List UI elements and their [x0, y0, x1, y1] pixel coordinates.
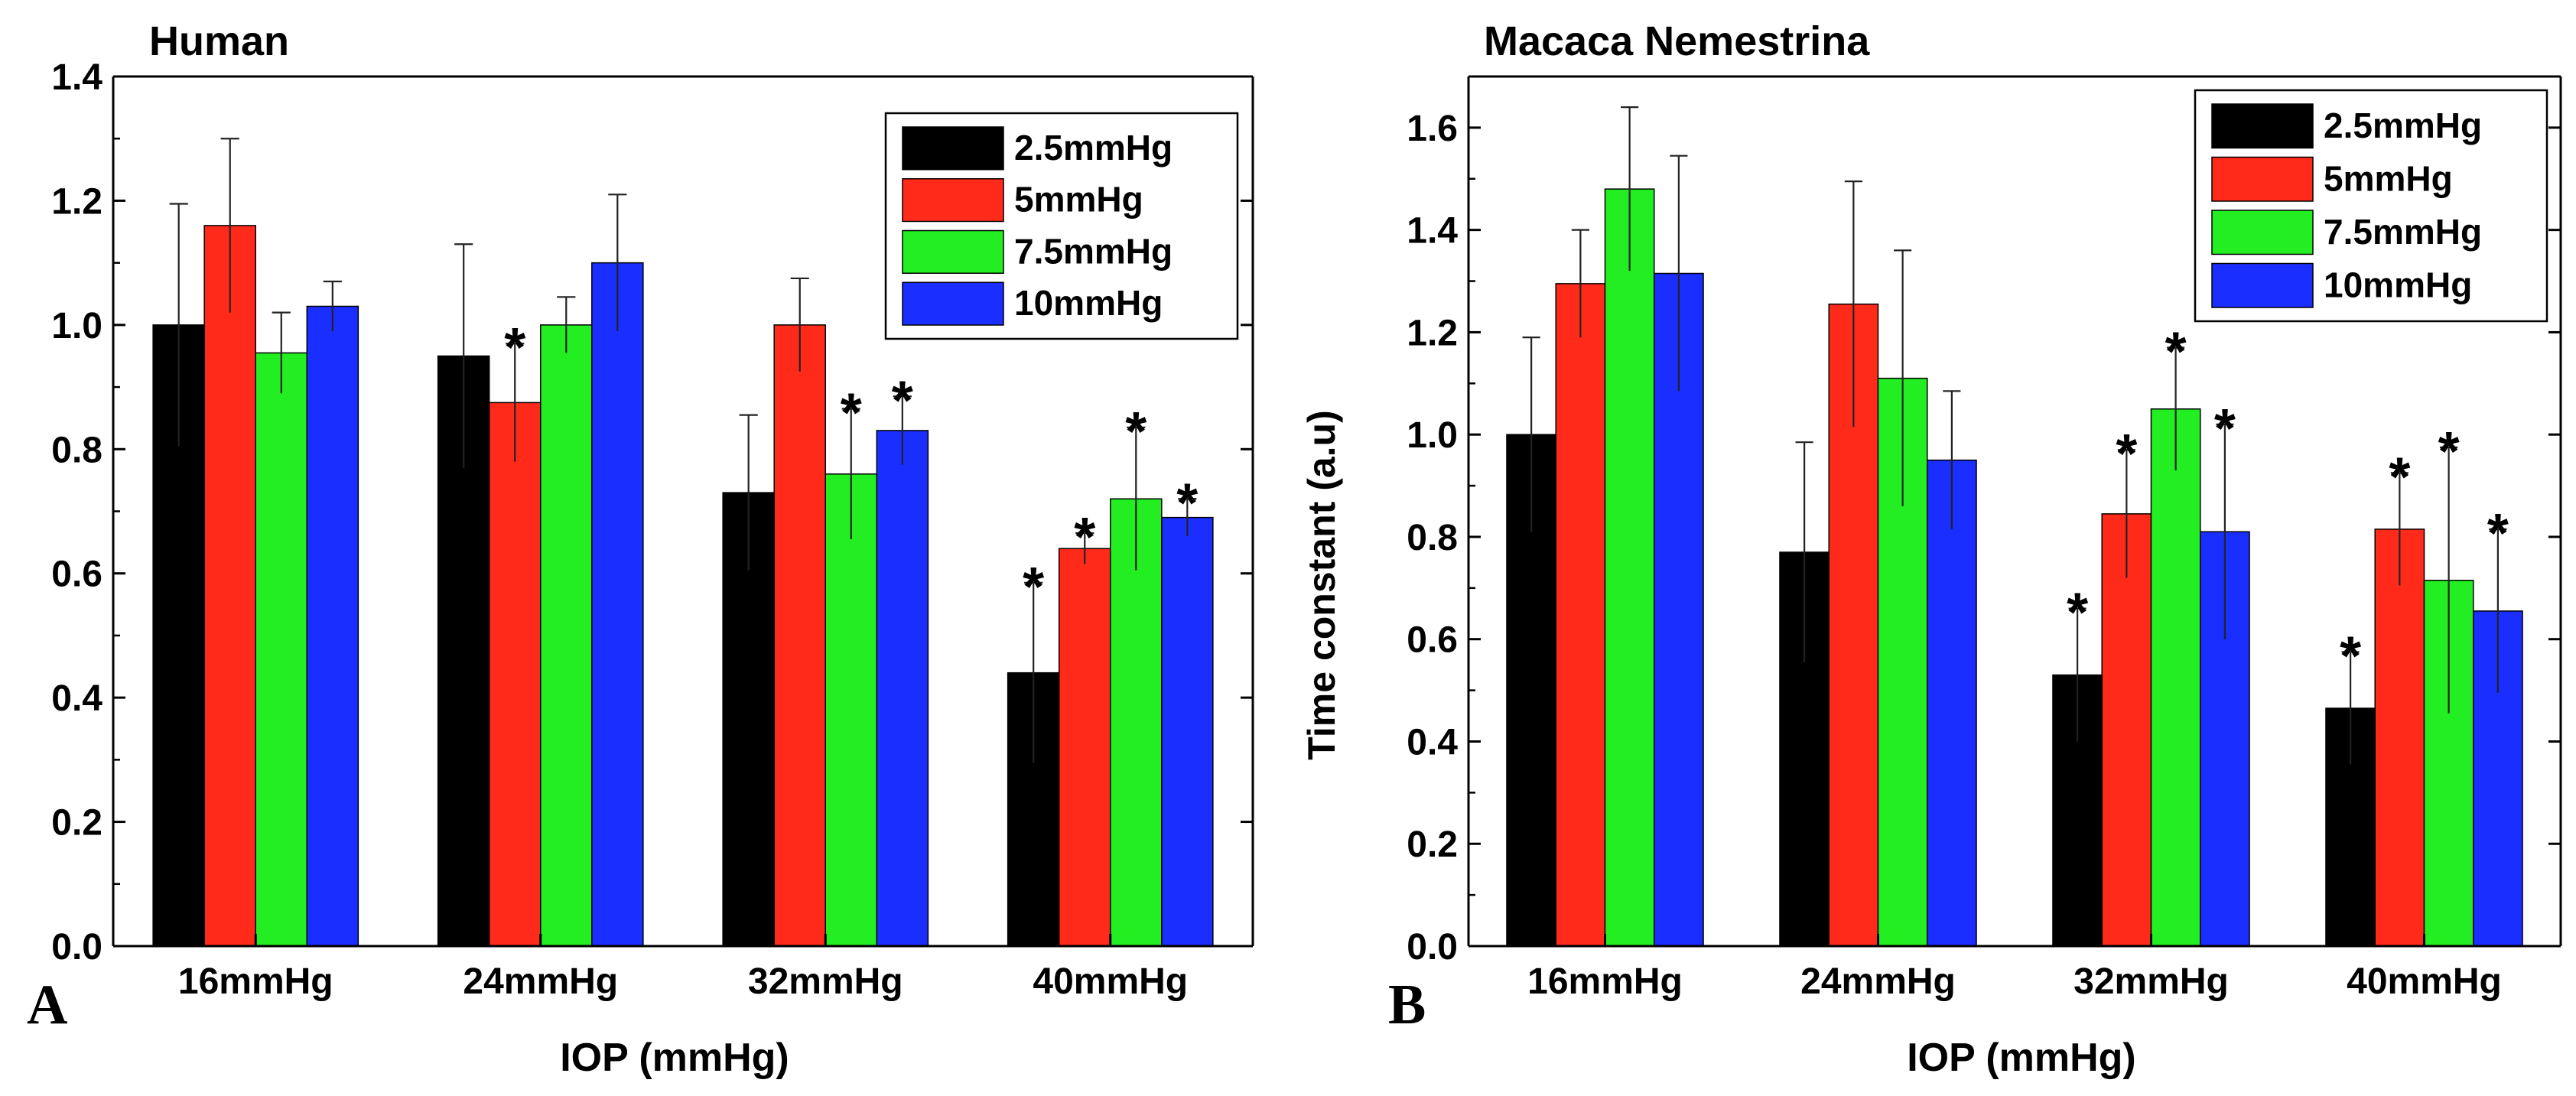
x-tick-label: 16mmHg	[1527, 961, 1683, 1002]
y-tick-label: 0.4	[51, 678, 102, 719]
significance-marker: *	[1125, 402, 1147, 463]
bar	[255, 352, 308, 947]
legend-swatch	[2211, 103, 2314, 149]
significance-marker: *	[2067, 583, 2088, 644]
bar	[825, 473, 878, 947]
panel-letter: A	[27, 974, 67, 1036]
bar	[2473, 610, 2523, 947]
x-tick-label: 40mmHg	[1033, 961, 1188, 1002]
legend-swatch	[902, 281, 1004, 326]
chart-title: Human	[149, 18, 289, 64]
x-axis-label: IOP (mmHg)	[560, 1036, 789, 1080]
y-tick-label: 1.6	[1407, 109, 1458, 149]
legend-label: 2.5mmHg	[1014, 128, 1173, 167]
legend-label: 7.5mmHg	[1014, 231, 1173, 271]
significance-marker: *	[1023, 557, 1044, 618]
legend-label: 2.5mmHg	[2324, 106, 2482, 145]
bar	[1604, 188, 1655, 947]
legend-label: 7.5mmHg	[2324, 212, 2482, 252]
y-tick-label: 1.4	[51, 57, 102, 98]
bar	[876, 430, 929, 947]
significance-marker: *	[2487, 503, 2509, 564]
bar	[540, 324, 593, 947]
y-tick-label: 1.0	[51, 306, 102, 346]
y-tick-label: 1.4	[1407, 211, 1458, 252]
significance-marker: *	[504, 317, 525, 379]
y-axis-label: Time constant (a.u)	[1300, 410, 1343, 759]
bar	[2374, 528, 2425, 947]
bar	[773, 324, 827, 947]
bar	[1161, 516, 1214, 947]
y-tick-label: 0.0	[1407, 927, 1458, 968]
y-tick-label: 1.2	[1407, 313, 1458, 353]
x-tick-label: 40mmHg	[2347, 961, 2502, 1002]
y-tick-label: 0.6	[1407, 620, 1458, 661]
significance-marker: *	[2340, 626, 2361, 687]
y-tick-label: 0.8	[1407, 518, 1458, 558]
y-tick-label: 0.2	[1407, 824, 1458, 865]
x-axis-label: IOP (mmHg)	[1907, 1036, 2136, 1080]
y-tick-label: 0.8	[51, 430, 102, 470]
chart-title: Macaca Nemestrina	[1484, 18, 1870, 64]
bar	[306, 305, 359, 947]
bar	[2101, 513, 2152, 947]
x-tick-label: 32mmHg	[2073, 961, 2229, 1002]
panel-human: Human A IOP (mmHg) * * * * * * * 0.0 0.2 0.4 0.6 0.…	[27, 18, 1254, 1080]
significance-marker: *	[1176, 473, 1198, 534]
panel-letter: B	[1388, 974, 1426, 1036]
significance-marker: *	[2165, 321, 2187, 382]
legend-label: 5mmHg	[1014, 180, 1143, 220]
bar	[1555, 283, 1606, 947]
y-tick-label: 0.4	[1407, 722, 1458, 763]
legend-label: 10mmHg	[2324, 265, 2472, 305]
legend-swatch	[902, 126, 1004, 171]
x-tick-label: 24mmHg	[1800, 961, 1956, 1002]
significance-marker: *	[2214, 398, 2236, 460]
panel-macaca: Macaca Nemestrina B IOP (mmHg) Time cons…	[1300, 18, 2562, 1080]
legend-swatch	[902, 178, 1004, 223]
legend-label: 10mmHg	[1014, 283, 1163, 323]
x-tick-label: 16mmHg	[178, 961, 333, 1002]
bar	[1110, 498, 1163, 947]
significance-marker: *	[2389, 447, 2410, 508]
y-tick-label: 1.0	[1407, 415, 1458, 456]
legend-label: 5mmHg	[2324, 159, 2453, 199]
bar	[591, 262, 644, 947]
y-tick-label: 0.2	[51, 803, 102, 844]
x-tick-label: 32mmHg	[748, 961, 903, 1002]
bar	[2150, 408, 2201, 947]
significance-marker: *	[892, 370, 913, 431]
legend-swatch	[2211, 156, 2314, 202]
bar	[488, 402, 542, 947]
legend-swatch	[2211, 262, 2314, 308]
legend-swatch	[902, 229, 1004, 274]
bar	[1927, 459, 1977, 947]
y-tick-label: 1.2	[51, 181, 102, 222]
bar	[203, 225, 257, 947]
bar	[1058, 548, 1111, 947]
significance-marker: *	[2438, 421, 2460, 483]
y-tick-label: 0.0	[51, 927, 102, 968]
legend-swatch	[2211, 210, 2314, 255]
y-tick-label: 0.6	[51, 555, 102, 595]
significance-marker: *	[2116, 424, 2137, 485]
x-tick-label: 24mmHg	[463, 961, 618, 1002]
significance-marker: *	[841, 382, 862, 444]
significance-marker: *	[1074, 507, 1095, 568]
